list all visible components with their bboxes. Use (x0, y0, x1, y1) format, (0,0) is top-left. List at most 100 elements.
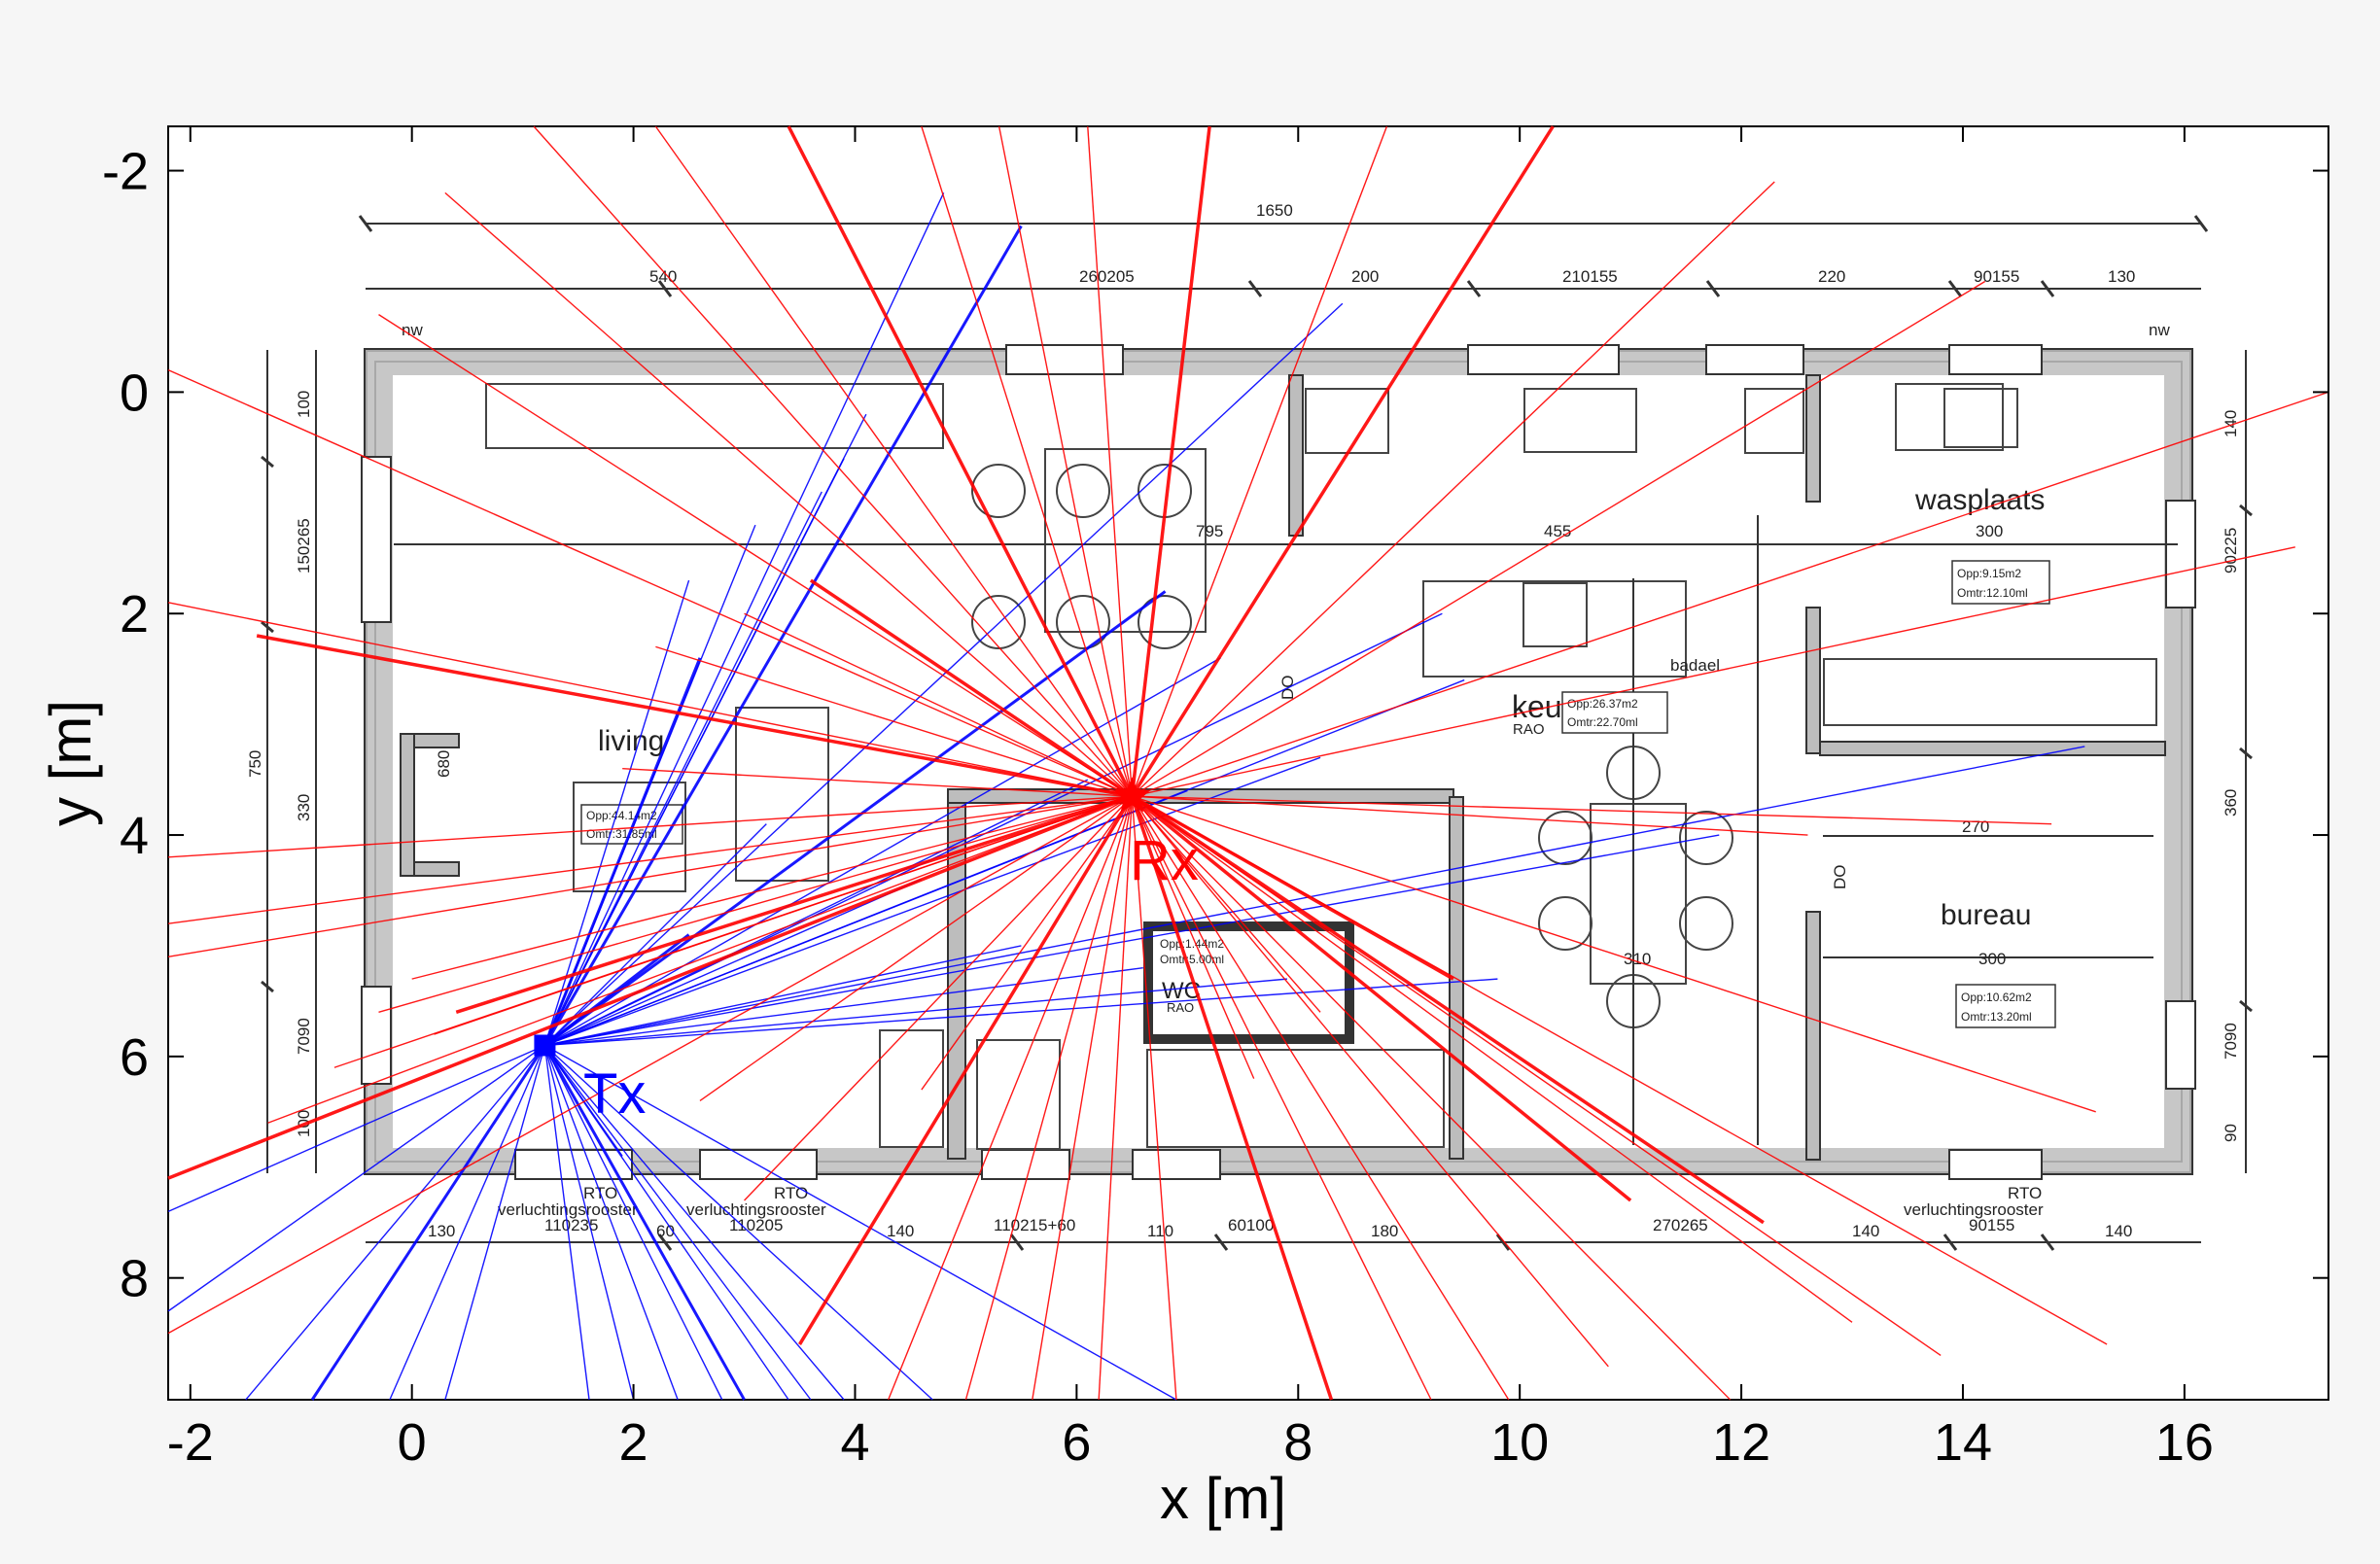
x-tick-label: -2 (167, 1413, 214, 1472)
dimension-text: 140 (2222, 410, 2240, 437)
rx-ray (167, 795, 1133, 1335)
rx-ray (1130, 795, 1334, 1401)
rx-ray (411, 795, 1133, 980)
dimension-text: 7090 (295, 1018, 313, 1055)
rx-ray (921, 795, 1133, 1091)
rx-ray (1131, 280, 1986, 797)
area-label: Opp:10.62m2 (1961, 991, 2032, 1004)
room-subtitle-wc: RAO (1167, 1000, 1194, 1015)
rx-ray (1131, 795, 1510, 1401)
area-label: Omtr:13.20ml (1961, 1010, 2032, 1024)
dimension-text: 150265 (295, 518, 313, 573)
tx-ray (543, 579, 690, 1046)
rx-ray (1130, 125, 1211, 797)
rx-ray (798, 795, 1134, 1345)
wall-segment (1805, 374, 1821, 503)
y-axis-title: y [m] (38, 700, 103, 826)
rx-ray (333, 795, 1133, 1068)
tx-ray (543, 302, 1344, 1046)
tx-ray (544, 657, 1221, 1047)
dimension-text: 60100 (1228, 1216, 1274, 1234)
y-tick-label: 8 (120, 1250, 149, 1308)
dimension-texts: 1650 540 260205 200 210155 220 90155 130… (428, 201, 2135, 1240)
tx-ray (543, 1045, 635, 1401)
plan-label: verluchtingsrooster (498, 1200, 638, 1219)
tx-ray (544, 1044, 1177, 1401)
rx-ray (455, 794, 1133, 1014)
area-label: Opp:44.14m2 (586, 809, 657, 822)
dimension-text: 260205 (1079, 267, 1135, 286)
tx-ray (389, 1045, 546, 1401)
wall-segment (1805, 607, 1821, 754)
tx-ray (544, 978, 1287, 1047)
tx-ray (543, 823, 767, 1046)
area-label: Opp:1.44m2 (1160, 937, 1224, 951)
rx-ray (888, 795, 1134, 1401)
area-label: Omtr:22.70ml (1567, 715, 1638, 729)
rx-ray (1132, 795, 2052, 825)
rx-ray (809, 578, 1134, 798)
dimension-text: 270265 (1653, 1216, 1708, 1234)
tx-ray (543, 1045, 723, 1401)
tx-ray (543, 1044, 933, 1401)
rx-ray (1131, 795, 1255, 1079)
y-axis-ticks: -2 0 2 4 6 8 (102, 143, 2328, 1308)
x-tick-label: 8 (1283, 1413, 1312, 1472)
x-tick-label: 4 (840, 1413, 869, 1472)
dimension-text: 795 (1196, 522, 1223, 540)
rx-ray (655, 645, 1133, 797)
dimension-text: 90155 (1969, 1216, 2014, 1234)
tx-ray (543, 413, 867, 1046)
x-tick-label: 14 (1934, 1413, 1992, 1472)
rx-ray (1131, 795, 1321, 1013)
tx-marker (534, 1034, 556, 1057)
y-tick-label: 2 (120, 585, 149, 643)
dimension-text: 300 (1978, 950, 2006, 968)
rx-ray (1131, 181, 1775, 797)
tx-ray (544, 878, 923, 1047)
dimension-text: 90 (2222, 1124, 2240, 1142)
tx-ray (544, 945, 1022, 1047)
dimension-text: 140 (887, 1222, 914, 1240)
wc-walls (1143, 921, 1354, 1044)
rx-ray (444, 191, 1133, 797)
rx-ray (921, 125, 1134, 797)
room-label-wasplaats: wasplaats (1914, 484, 2045, 516)
rx-ray (267, 795, 1133, 1124)
rx-ray (1131, 794, 1632, 1202)
rx-ray (699, 795, 1133, 1102)
wall-segment (1288, 374, 1304, 537)
rx-ray (167, 602, 1133, 797)
tx-ray (543, 225, 1023, 1047)
dimension-text: 7090 (2222, 1023, 2240, 1060)
dimension-text: 750 (246, 750, 264, 778)
rx-rays (167, 125, 2329, 1401)
rx-ray (1087, 125, 1134, 797)
y-tick-label: 6 (120, 1028, 149, 1087)
dimension-lines (266, 223, 2247, 1243)
dimension-text: 110205 (729, 1216, 783, 1234)
rx-ray (787, 125, 1134, 797)
rx-ray (167, 795, 1133, 858)
rx-label: Rx (1130, 829, 1199, 892)
tx-ray (544, 834, 1720, 1047)
rx-ray (1131, 795, 1609, 1368)
x-tick-label: 10 (1490, 1413, 1549, 1472)
rx-ray (1131, 795, 1732, 1401)
rx-ray (533, 125, 1133, 797)
dimension-text: 90155 (1974, 267, 2019, 286)
dimension-text: 140 (2105, 1222, 2132, 1240)
plan-label: verluchtingsrooster (1904, 1200, 2044, 1219)
rx-marker (1113, 777, 1151, 813)
dimension-text: 540 (649, 267, 677, 286)
tx-ray (544, 678, 1465, 1047)
rx-ray (1131, 795, 1853, 1323)
dimension-text: 130 (2108, 267, 2135, 286)
plan-label: nw (2149, 321, 2170, 339)
plan-label: verluchtingsrooster (686, 1200, 826, 1219)
dimension-text: 210155 (1562, 267, 1618, 286)
dimension-text: 130 (428, 1222, 455, 1240)
dimension-text: 140 (1852, 1222, 1879, 1240)
dimension-text: 100 (295, 391, 313, 418)
